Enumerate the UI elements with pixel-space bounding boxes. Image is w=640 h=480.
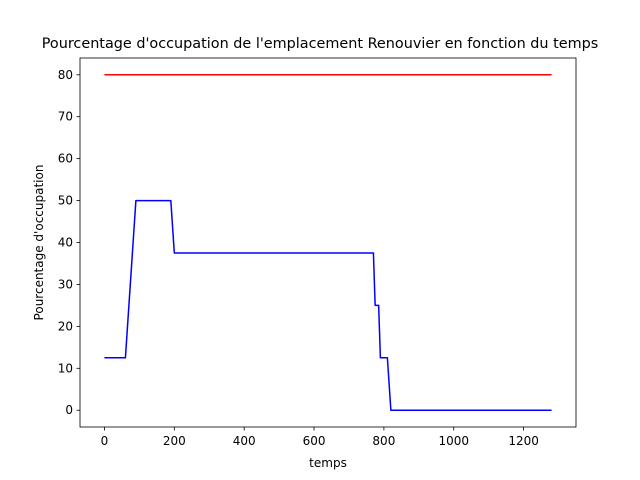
y-tick-label: 20: [58, 319, 73, 333]
y-tick-label: 30: [58, 277, 73, 291]
x-tick-label: 1000: [438, 434, 469, 448]
series-line-1: [104, 199, 552, 411]
x-axis-label: temps: [309, 456, 347, 470]
y-tick-label: 0: [65, 403, 73, 417]
x-tick-label: 800: [372, 434, 395, 448]
y-tick-label: 60: [58, 152, 73, 166]
y-tick-label: 40: [58, 236, 73, 250]
x-tick-label: 600: [303, 434, 326, 448]
chart-title: Pourcentage d'occupation de l'emplacemen…: [42, 36, 599, 52]
y-tick-label: 80: [58, 68, 73, 82]
x-tick-label: 200: [163, 434, 186, 448]
plot-frame: [79, 57, 577, 428]
y-tick-label: 50: [58, 194, 73, 208]
x-tick-label: 0: [101, 434, 109, 448]
ticks-layer: 0 200 400 600 800 1000 1200 0 10 20 30 40 50 60 70 80: [58, 68, 539, 448]
y-axis-label: Pourcentage d'occupation: [32, 165, 46, 321]
x-tick-label: 1200: [508, 434, 539, 448]
y-tick-label: 10: [58, 361, 73, 375]
y-tick-label: 70: [58, 110, 73, 124]
series-layer: [104, 74, 552, 411]
x-tick-label: 400: [233, 434, 256, 448]
